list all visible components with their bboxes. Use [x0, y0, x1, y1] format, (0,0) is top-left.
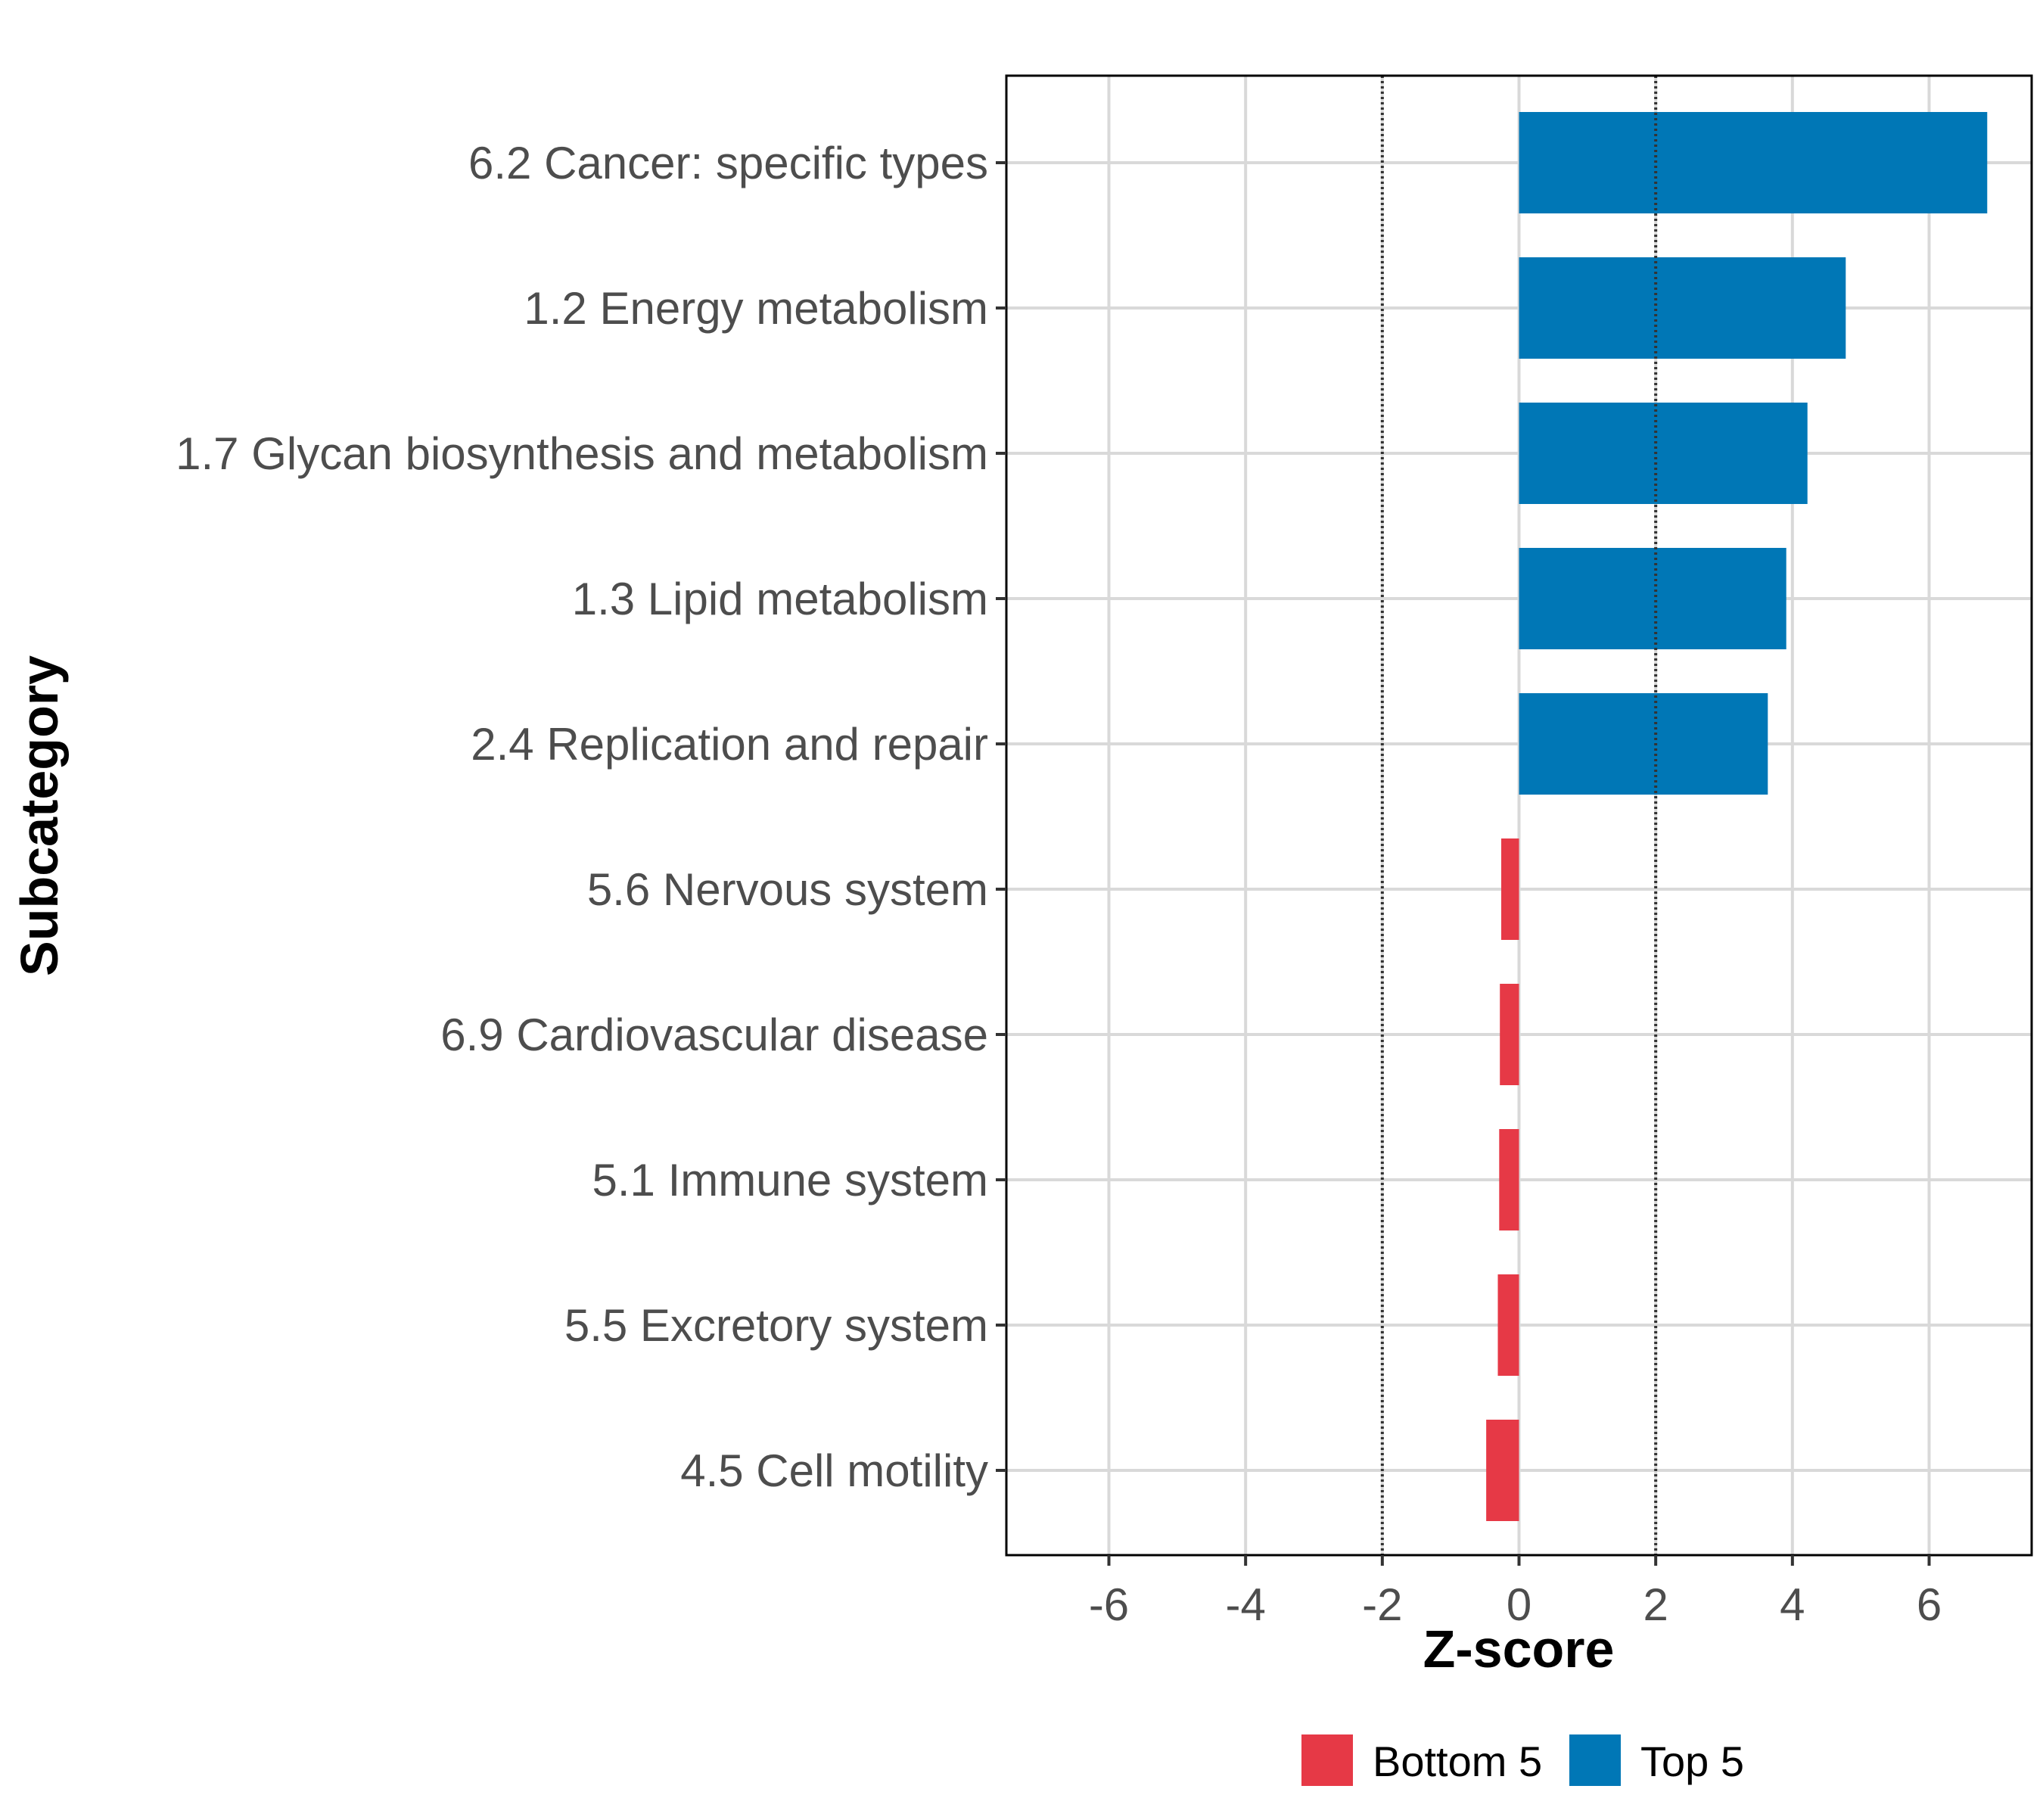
y-axis-title: Subcategory: [10, 655, 69, 976]
bar-7: [1499, 1129, 1519, 1230]
y-tick-label-3: 1.3 Lipid metabolism: [572, 574, 988, 624]
x-tick-label-1: -4: [1225, 1579, 1265, 1630]
y-tick-label-6: 6.9 Cardiovascular disease: [440, 1010, 988, 1060]
x-tick-label-4: 2: [1643, 1579, 1668, 1630]
y-tick-label-1: 1.2 Energy metabolism: [524, 283, 988, 334]
bar-0: [1519, 112, 1988, 213]
legend: Bottom 5 Top 5: [1301, 1734, 1744, 1786]
bar-8: [1497, 1274, 1519, 1376]
bar-5: [1501, 838, 1519, 940]
bar-2: [1519, 403, 1808, 504]
y-tick-label-8: 5.5 Excretory system: [564, 1300, 988, 1351]
x-tick-label-6: 6: [1917, 1579, 1942, 1630]
y-tick-label-4: 2.4 Replication and repair: [471, 719, 988, 770]
y-tick-label-0: 6.2 Cancer: specific types: [468, 138, 988, 188]
bar-6: [1500, 984, 1519, 1085]
x-tick-label-2: -2: [1362, 1579, 1402, 1630]
legend-label-bottom-5: Bottom 5: [1373, 1738, 1542, 1785]
legend-swatch-bottom-5: [1301, 1734, 1353, 1786]
x-axis-tick-labels: -6 -4 -2 0 2 4 6: [1089, 1579, 1942, 1630]
x-tick-label-5: 4: [1780, 1579, 1805, 1630]
bar-9: [1486, 1420, 1519, 1521]
bars: [1486, 112, 1988, 1521]
y-tick-label-9: 4.5 Cell motility: [680, 1445, 988, 1496]
bar-3: [1519, 548, 1786, 649]
y-tick-label-2: 1.7 Glycan biosynthesis and metabolism: [176, 428, 988, 479]
axis-ticks: [996, 161, 1931, 1566]
y-tick-label-5: 5.6 Nervous system: [587, 864, 988, 915]
y-tick-label-7: 5.1 Immune system: [592, 1155, 988, 1206]
bar-1: [1519, 257, 1846, 359]
bar-4: [1519, 693, 1768, 795]
y-axis-tick-labels: 6.2 Cancer: specific types 1.2 Energy met…: [176, 138, 988, 1496]
x-tick-label-0: -6: [1089, 1579, 1129, 1630]
legend-label-top-5: Top 5: [1640, 1738, 1744, 1785]
x-tick-label-3: 0: [1507, 1579, 1531, 1630]
x-axis-title: Z-score: [1423, 1619, 1615, 1678]
legend-swatch-top-5: [1569, 1734, 1621, 1786]
